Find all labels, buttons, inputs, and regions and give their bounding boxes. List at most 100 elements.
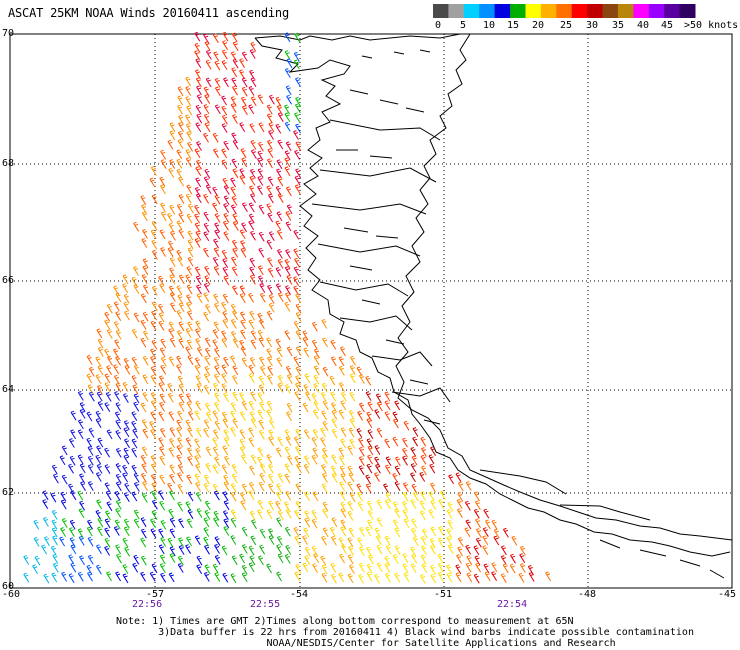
wind-barb	[277, 193, 284, 203]
wind-barb	[195, 275, 202, 286]
wind-barb	[295, 446, 301, 456]
wind-barb	[160, 537, 167, 547]
wind-barb	[61, 518, 68, 528]
wind-barb	[500, 573, 507, 583]
wind-barb	[366, 563, 373, 574]
wind-barb	[104, 482, 111, 493]
wind-barb	[311, 339, 318, 350]
wind-barb	[168, 572, 175, 583]
wind-barb	[195, 400, 202, 411]
wind-barb	[212, 483, 219, 494]
wind-barb	[286, 411, 292, 422]
wind-barb	[140, 555, 147, 566]
wind-barb	[322, 501, 329, 512]
wind-barb	[259, 463, 266, 474]
wind-barb	[239, 553, 246, 564]
wind-barb	[230, 410, 237, 421]
time-label: 22:54	[497, 599, 528, 610]
wind-barb	[186, 213, 193, 224]
wind-barb	[122, 564, 129, 574]
wind-barb	[250, 454, 257, 465]
wind-barb	[114, 391, 120, 401]
wind-barb	[374, 445, 381, 455]
wind-barb	[338, 409, 345, 420]
wind-barb	[248, 86, 255, 96]
wind-barb	[195, 338, 202, 348]
wind-barb	[178, 338, 185, 349]
wind-barb	[268, 231, 275, 241]
wind-barb	[455, 572, 462, 583]
wind-barb	[194, 357, 201, 367]
wind-barb	[311, 321, 318, 332]
wind-barb	[88, 391, 95, 402]
wind-barb	[169, 528, 176, 539]
wind-barb	[205, 50, 212, 60]
wind-barb	[140, 472, 147, 483]
wind-barb	[195, 482, 202, 492]
wind-barb	[195, 193, 202, 204]
wind-barb	[384, 555, 391, 566]
wind-barb	[249, 411, 256, 421]
wind-barb	[294, 150, 301, 160]
wind-barb	[500, 545, 507, 556]
wind-barb	[456, 508, 463, 518]
colorbar-swatch	[510, 4, 526, 18]
wind-barb	[168, 411, 175, 421]
wind-barb	[302, 337, 309, 347]
wind-barb	[366, 500, 373, 511]
wind-barb	[284, 473, 291, 484]
wind-barb	[257, 409, 264, 420]
wind-barb	[151, 285, 158, 296]
wind-barb	[232, 391, 239, 402]
wind-barb	[267, 148, 274, 158]
wind-barb	[385, 456, 392, 467]
wind-barb	[421, 563, 428, 574]
wind-barb	[392, 554, 399, 564]
scale-label: 5	[460, 20, 467, 31]
wind-barb	[303, 347, 310, 358]
wind-barb	[203, 193, 210, 204]
wind-barb	[142, 311, 149, 322]
time-label: 22:55	[250, 599, 281, 610]
wind-barb	[420, 536, 427, 546]
wind-barb	[223, 275, 230, 286]
map-title: ASCAT 25KM NOAA Winds 20160411 ascending	[8, 6, 289, 20]
wind-barb	[230, 573, 237, 583]
wind-barb	[475, 562, 482, 573]
wind-barb	[257, 499, 264, 510]
wind-barb	[43, 536, 50, 546]
wind-barb	[284, 330, 291, 340]
wind-barb	[284, 32, 291, 43]
wind-barb	[222, 418, 229, 429]
wind-barb	[258, 319, 265, 329]
wind-barb	[339, 346, 346, 357]
wind-barb	[232, 247, 239, 258]
wind-barb	[321, 473, 328, 483]
wind-barb	[213, 517, 220, 527]
wind-barb	[339, 465, 346, 476]
wind-barb	[295, 312, 302, 322]
wind-barb	[87, 455, 94, 466]
wind-barb	[475, 518, 481, 528]
wind-barb	[347, 481, 354, 492]
lon-label: -45	[718, 589, 737, 600]
wind-barb	[447, 501, 454, 512]
wind-barb	[402, 563, 409, 574]
wind-barb	[241, 202, 248, 213]
wind-barb	[232, 139, 239, 150]
wind-barb	[249, 257, 256, 268]
wind-barb	[321, 464, 327, 474]
wind-barb	[491, 571, 498, 581]
wind-barb	[295, 141, 302, 152]
wind-barb	[464, 500, 471, 511]
wind-barb	[374, 472, 380, 482]
wind-barb	[249, 266, 256, 277]
wind-barb	[402, 455, 408, 466]
wind-barb	[338, 356, 345, 367]
wind-barb	[366, 571, 373, 582]
wind-barb	[178, 401, 185, 412]
wind-barb	[420, 554, 427, 565]
wind-barb	[366, 418, 373, 428]
wind-barb	[196, 284, 202, 295]
wind-barb	[158, 411, 165, 422]
